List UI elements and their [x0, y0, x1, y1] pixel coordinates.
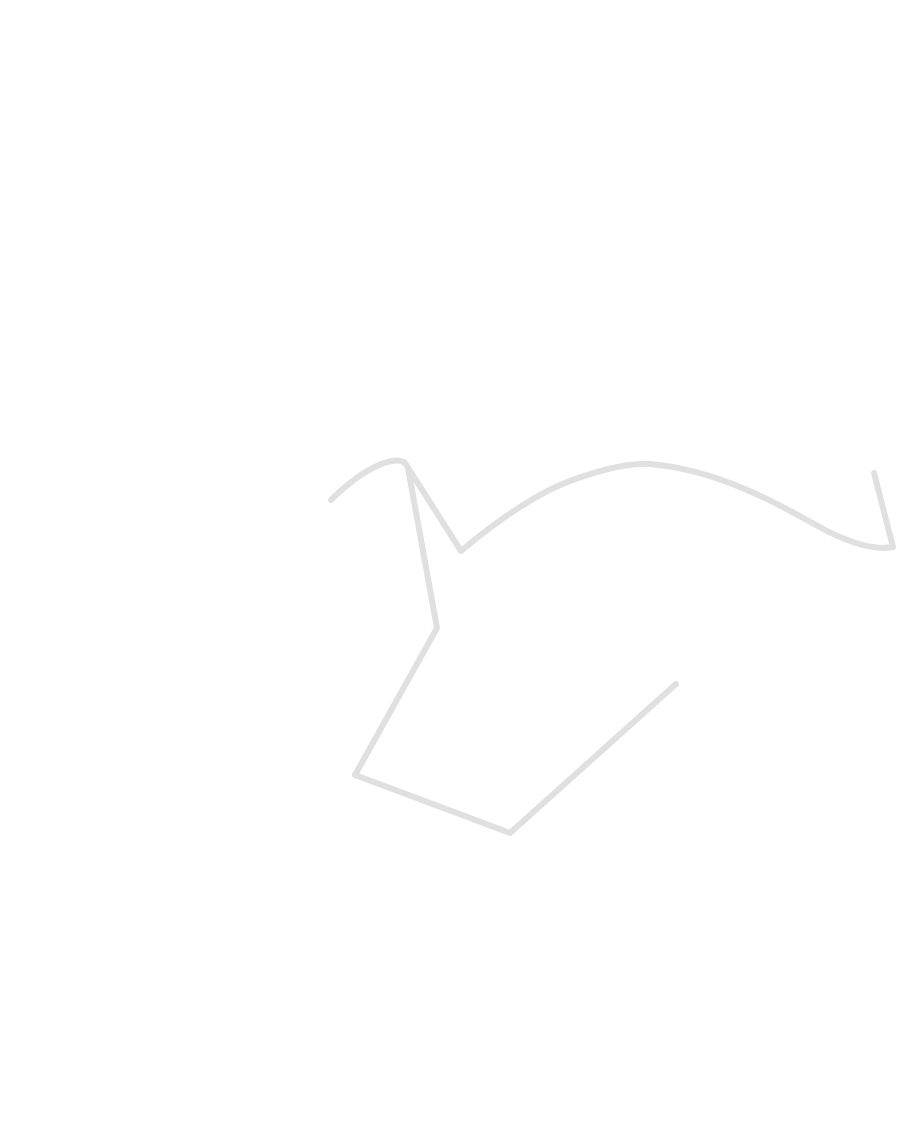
- scitepress-logo-icon: [328, 457, 896, 836]
